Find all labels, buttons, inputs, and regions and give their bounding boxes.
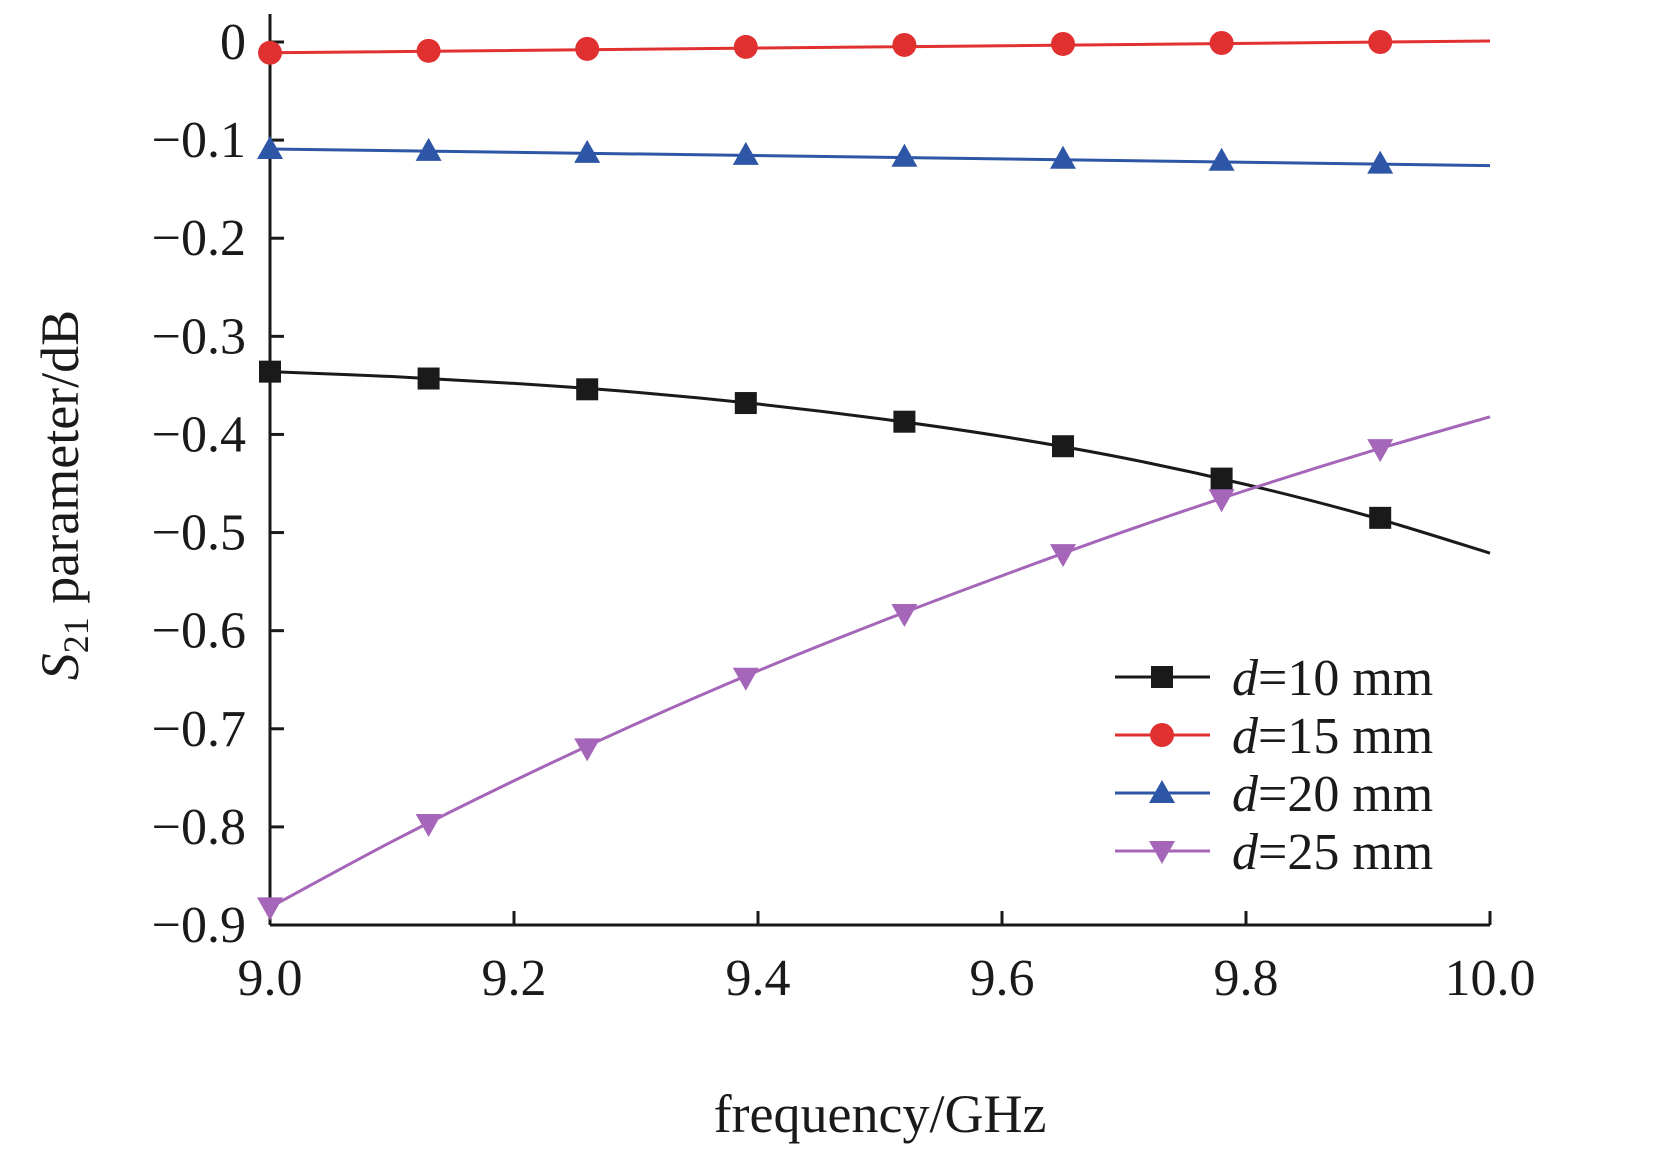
data-point <box>1210 467 1233 490</box>
data-point <box>1367 439 1394 463</box>
data-point <box>257 135 283 159</box>
x-tick-label: 9.2 <box>482 950 547 1007</box>
legend-swatch-marker <box>1150 723 1174 747</box>
data-point <box>1369 506 1392 529</box>
legend-label: d=25 mm <box>1232 824 1433 881</box>
legend-swatch-marker <box>1149 780 1175 803</box>
legend-label: d=15 mm <box>1232 708 1433 765</box>
series-line <box>269 370 1491 555</box>
legend-label-value: =10 mm <box>1258 650 1433 707</box>
data-point <box>574 738 601 762</box>
legend-label-variable: d <box>1232 650 1259 707</box>
legend-label-value: =20 mm <box>1258 766 1433 823</box>
series-4 <box>257 415 1491 921</box>
legend-label-value: =15 mm <box>1258 708 1433 765</box>
data-point <box>1050 544 1076 568</box>
data-point <box>1052 435 1074 458</box>
x-tick-label: 9.0 <box>238 950 303 1007</box>
y-tick-label: −0.6 <box>152 603 246 660</box>
data-point <box>892 32 917 57</box>
x-tick-label: 9.4 <box>726 950 791 1007</box>
series-1 <box>259 360 1491 555</box>
data-point <box>732 667 759 691</box>
series-2 <box>258 30 1491 65</box>
legend-label: d=10 mm <box>1232 650 1433 707</box>
legend-item: d=15 mm <box>1115 708 1433 765</box>
legend-label-value: =25 mm <box>1258 824 1433 881</box>
y-tick-label: −0.4 <box>152 406 246 463</box>
y-tick-label: −0.2 <box>152 210 246 267</box>
y-tick-label: −0.7 <box>152 701 246 758</box>
data-point <box>891 603 918 627</box>
series-3 <box>257 135 1491 174</box>
y-axis-title-rest: parameter/dB <box>30 310 90 617</box>
axes-layer: 0 −0.1 −0.2 −0.3 −0.4 −0.5 −0.6 −0.7 −0.8 −0.99.0… <box>152 14 1536 1007</box>
data-point <box>575 36 600 61</box>
data-point <box>1368 30 1393 54</box>
legend-label: d=20 mm <box>1232 766 1433 823</box>
data-point <box>733 34 758 59</box>
series-layer <box>257 30 1491 921</box>
legend-swatch-marker <box>1151 666 1173 688</box>
data-point <box>258 40 282 65</box>
legend-label-variable: d <box>1232 708 1259 765</box>
data-point <box>576 378 599 401</box>
data-point <box>415 813 442 837</box>
y-tick-label: −0.1 <box>152 112 246 169</box>
legend: d=10 mmd=15 mmd=20 mmd=25 mm <box>1115 650 1433 881</box>
y-axis-title: S21 parameter/dB <box>30 310 96 680</box>
data-point <box>1050 145 1076 169</box>
legend-item: d=20 mm <box>1115 766 1433 823</box>
data-point <box>734 392 757 415</box>
data-point <box>1051 31 1075 56</box>
x-tick-label: 10.0 <box>1445 950 1536 1007</box>
legend-item: d=25 mm <box>1115 824 1433 881</box>
data-point <box>1208 147 1235 171</box>
y-tick-label: −0.3 <box>152 308 246 365</box>
legend-label-variable: d <box>1232 824 1259 881</box>
y-tick-label: 0 <box>220 14 246 71</box>
y-axis-title-symbol: S <box>30 653 90 680</box>
data-point <box>257 897 283 921</box>
legend-item: d=10 mm <box>1115 650 1433 707</box>
data-point <box>1209 30 1234 55</box>
x-tick-label: 9.6 <box>970 950 1035 1007</box>
y-tick-label: −0.8 <box>152 799 246 856</box>
data-point <box>1367 150 1394 174</box>
data-point <box>417 367 440 390</box>
data-point <box>574 139 601 163</box>
data-point <box>891 143 918 167</box>
data-point <box>415 137 442 161</box>
x-axis-title: frequency/GHz <box>714 1084 1047 1144</box>
legend-swatch-marker <box>1149 841 1175 864</box>
y-axis-title-subscript: 21 <box>56 617 96 653</box>
data-point <box>416 38 441 63</box>
series-line <box>269 415 1491 909</box>
series-line <box>269 39 1491 55</box>
data-point <box>259 360 281 383</box>
data-point <box>732 141 759 165</box>
legend-label-variable: d <box>1232 766 1259 823</box>
series-line <box>269 147 1491 168</box>
y-tick-label: −0.5 <box>152 505 246 562</box>
x-tick-label: 9.8 <box>1214 950 1279 1007</box>
data-point <box>1208 489 1235 513</box>
y-tick-label: −0.9 <box>152 897 246 954</box>
data-point <box>893 410 916 433</box>
